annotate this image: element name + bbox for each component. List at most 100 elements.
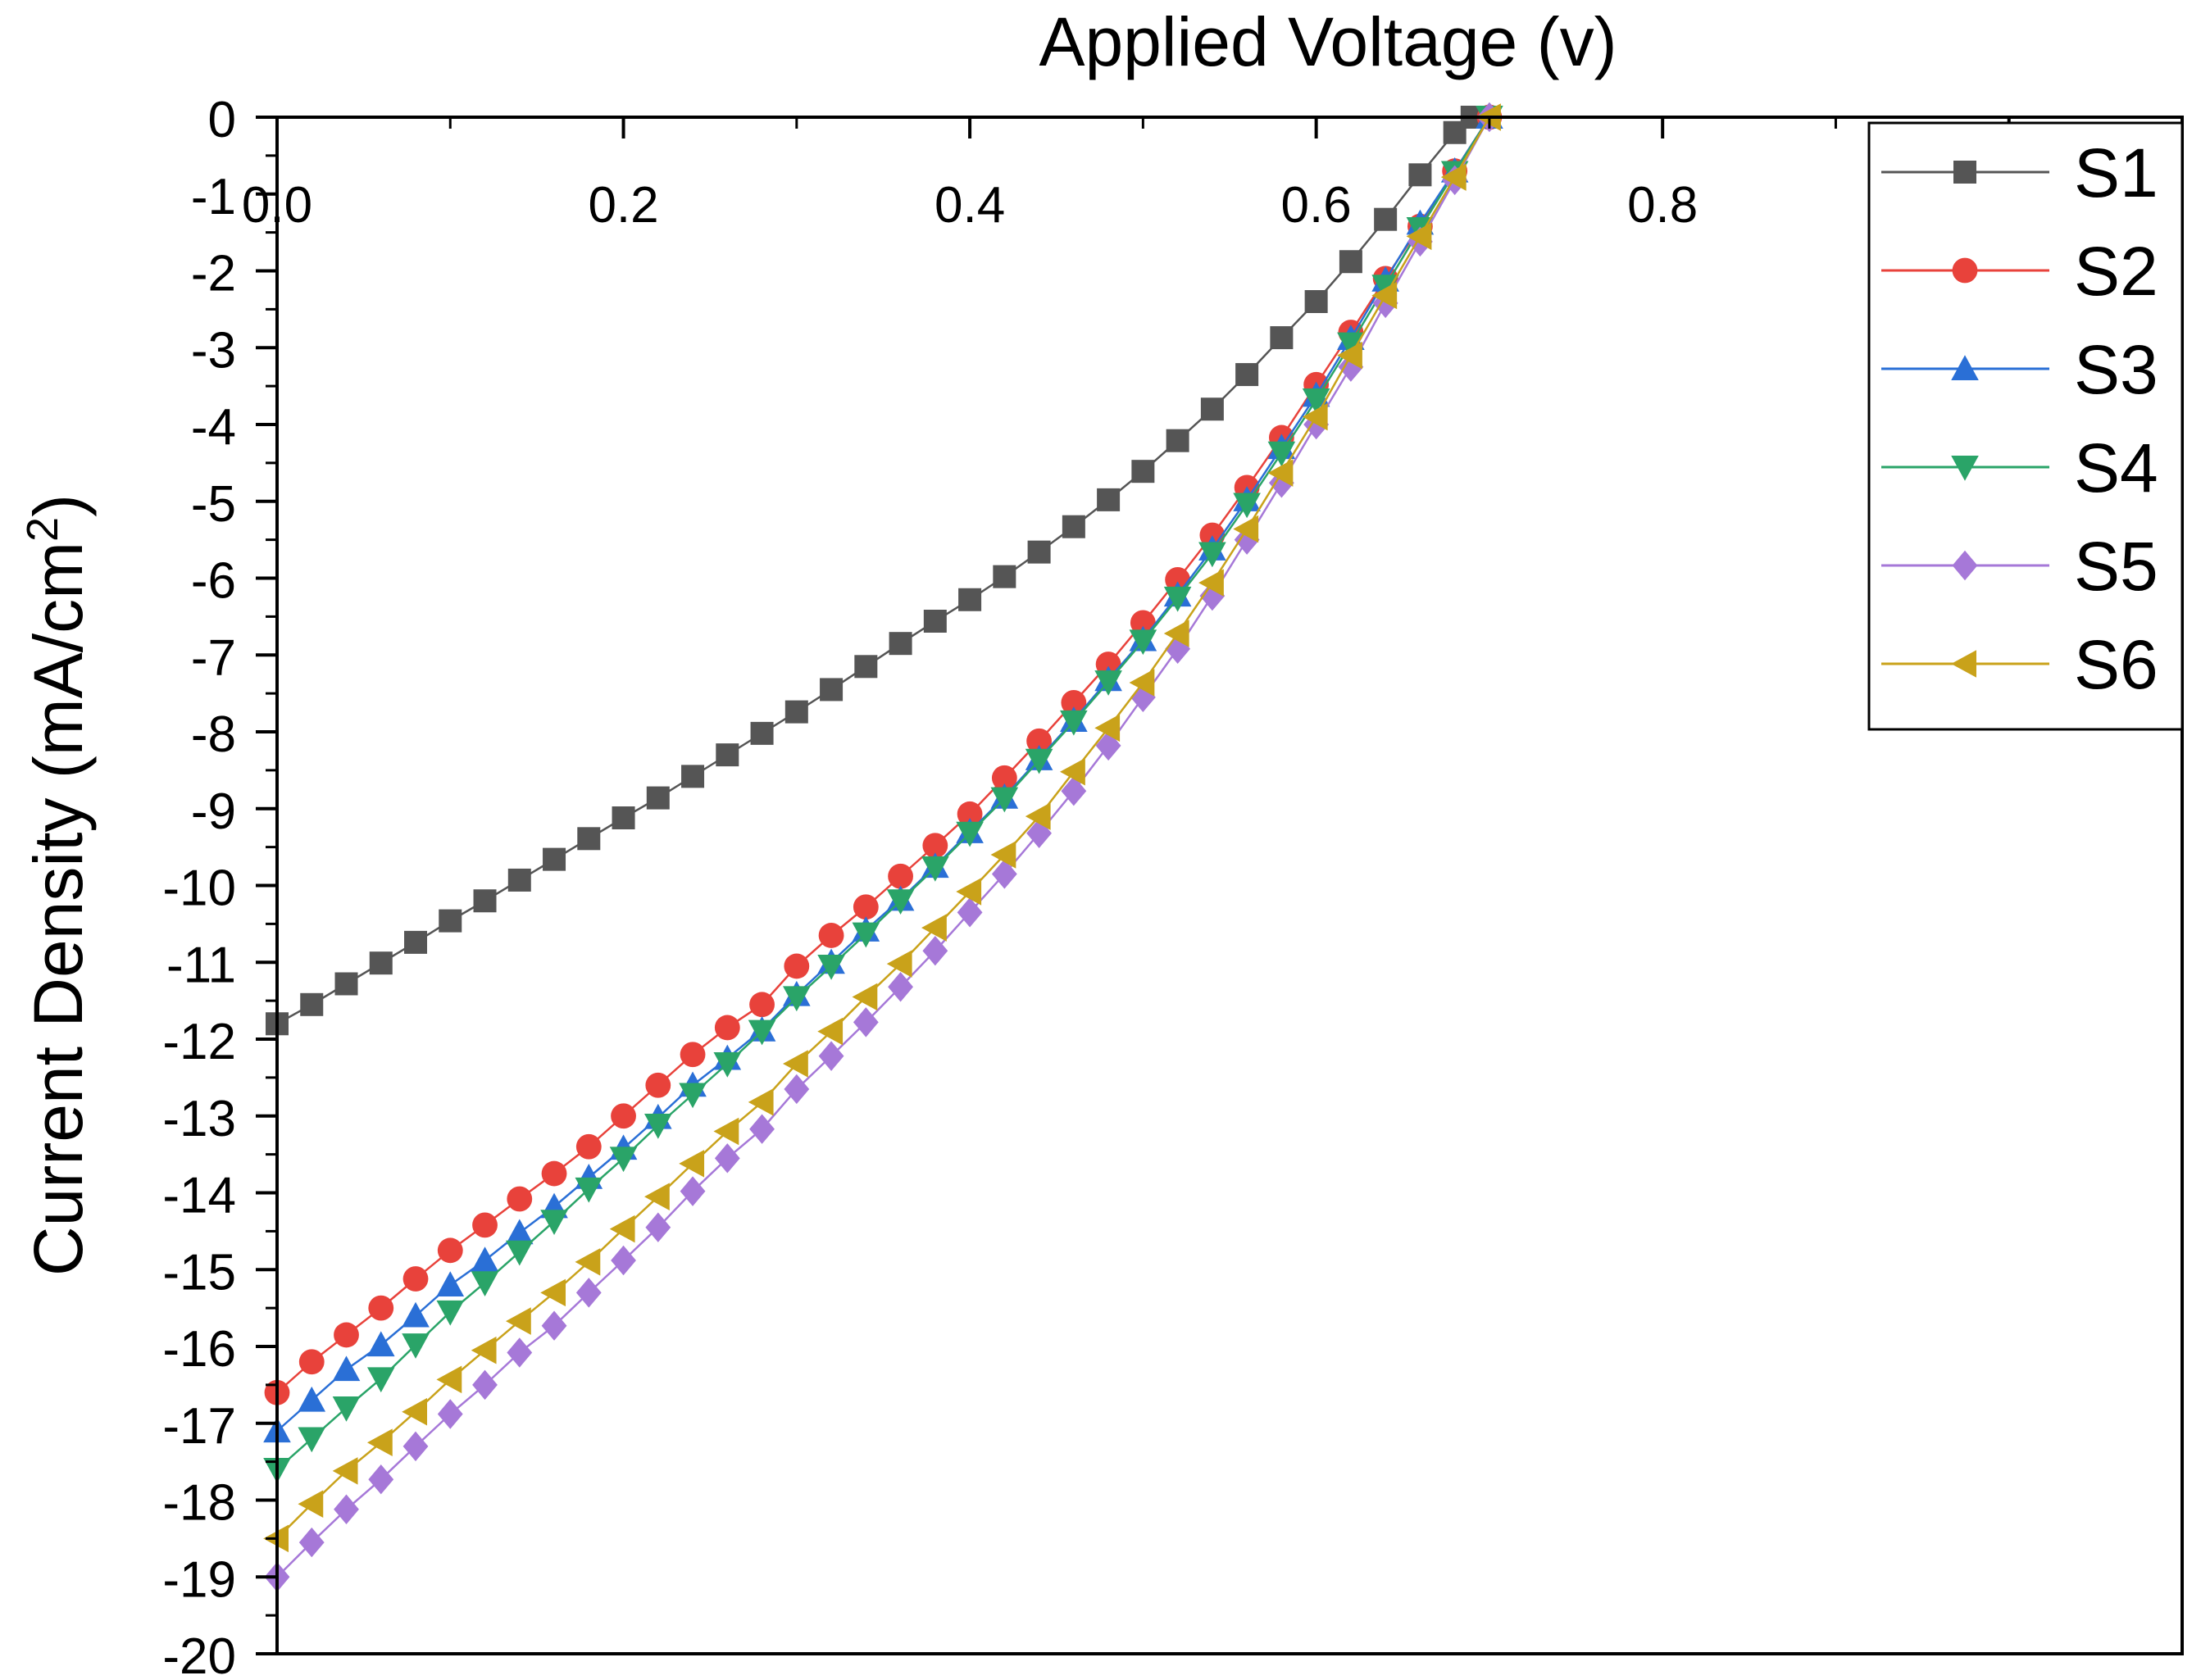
y-axis-title-superscript: 2 xyxy=(18,517,67,542)
data-point xyxy=(1200,397,1224,421)
data-point xyxy=(820,678,844,702)
data-point xyxy=(1199,580,1226,611)
data-point xyxy=(577,827,601,851)
data-point xyxy=(644,1114,672,1139)
data-point xyxy=(681,765,705,788)
data-point xyxy=(1131,460,1155,484)
data-point xyxy=(404,930,428,954)
data-point xyxy=(1025,748,1053,774)
data-point xyxy=(575,1278,602,1308)
data-point xyxy=(646,786,670,810)
series-s1 xyxy=(266,106,1484,1036)
series-line xyxy=(276,116,1491,1578)
data-point xyxy=(1337,332,1365,358)
data-point xyxy=(716,743,739,767)
y-tick-label: -20 xyxy=(162,1628,236,1680)
x-tick-label: 0.8 xyxy=(1627,177,1698,234)
data-point xyxy=(1337,341,1362,370)
data-point xyxy=(818,1041,844,1071)
data-point xyxy=(714,1015,740,1041)
data-point xyxy=(505,1307,531,1335)
data-point xyxy=(1061,689,1087,715)
data-point xyxy=(713,1052,742,1078)
y-tick-label: -5 xyxy=(191,476,236,533)
data-point xyxy=(749,992,775,1018)
data-point xyxy=(1060,710,1088,736)
legend-box xyxy=(1867,121,2184,731)
legend-marker-s3 xyxy=(1951,355,1979,380)
data-point xyxy=(366,1367,395,1393)
data-point xyxy=(679,1150,705,1178)
data-point xyxy=(402,1266,429,1292)
data-point xyxy=(436,1300,465,1326)
data-point xyxy=(1233,515,1259,543)
data-point xyxy=(334,1322,359,1348)
data-point xyxy=(334,972,358,996)
data-point xyxy=(298,1349,325,1375)
data-point xyxy=(1371,275,1399,301)
data-point xyxy=(957,801,983,827)
data-point xyxy=(541,1310,567,1341)
data-point xyxy=(993,565,1016,588)
data-point xyxy=(853,894,879,920)
data-point xyxy=(645,1212,671,1242)
data-point xyxy=(507,1186,533,1212)
data-point xyxy=(1233,493,1261,519)
data-point xyxy=(541,1160,567,1187)
data-point xyxy=(540,1210,568,1235)
data-point xyxy=(1198,569,1224,597)
data-point xyxy=(437,1237,463,1264)
data-point xyxy=(852,922,880,948)
data-point xyxy=(332,1396,361,1422)
data-point xyxy=(990,787,1019,813)
data-point xyxy=(471,1336,497,1364)
data-point xyxy=(854,655,878,679)
data-point xyxy=(923,610,947,633)
data-point xyxy=(298,1490,324,1518)
data-point xyxy=(1060,757,1085,786)
data-point xyxy=(922,833,948,859)
data-point xyxy=(713,1117,739,1146)
data-point xyxy=(1094,670,1122,696)
data-point xyxy=(472,1212,498,1238)
y-tick-label: -3 xyxy=(191,322,236,379)
data-point xyxy=(609,1146,638,1173)
data-point xyxy=(921,914,947,942)
data-point xyxy=(852,983,878,1011)
data-point xyxy=(784,1074,810,1105)
legend-marker-s1 xyxy=(1953,161,1976,184)
legend-label-s6: S6 xyxy=(2074,626,2158,703)
data-point xyxy=(817,1017,844,1046)
data-point xyxy=(505,1240,534,1266)
data-point xyxy=(1025,802,1051,830)
data-point xyxy=(611,1245,636,1276)
data-point xyxy=(921,856,949,882)
data-point xyxy=(298,1386,326,1412)
series-line xyxy=(276,116,1490,1540)
data-point xyxy=(473,889,497,913)
data-point xyxy=(1163,586,1192,612)
data-point xyxy=(1129,629,1157,656)
data-point xyxy=(1061,775,1087,806)
y-tick-label: -1 xyxy=(191,169,236,225)
legend-marker-s5 xyxy=(1952,550,1978,581)
data-point xyxy=(1026,818,1052,848)
legend-label-s4: S4 xyxy=(2074,429,2158,506)
data-point xyxy=(750,721,774,745)
data-point xyxy=(1371,281,1398,310)
legend-label-s2: S2 xyxy=(2074,233,2158,310)
data-point xyxy=(1303,409,1330,440)
data-point xyxy=(471,1271,499,1296)
legend: S1 S2 S3 S4 S5 S6 xyxy=(1867,121,2184,731)
data-point xyxy=(402,1301,430,1328)
data-point xyxy=(783,1050,808,1078)
data-point xyxy=(436,1271,465,1296)
data-point xyxy=(439,909,462,933)
y-tick-label: 0 xyxy=(208,92,236,148)
data-point xyxy=(784,700,808,724)
data-point xyxy=(679,1083,707,1109)
data-point xyxy=(888,863,913,889)
data-point xyxy=(818,923,844,948)
y-tick-label: -17 xyxy=(162,1398,236,1455)
data-point xyxy=(543,847,566,871)
